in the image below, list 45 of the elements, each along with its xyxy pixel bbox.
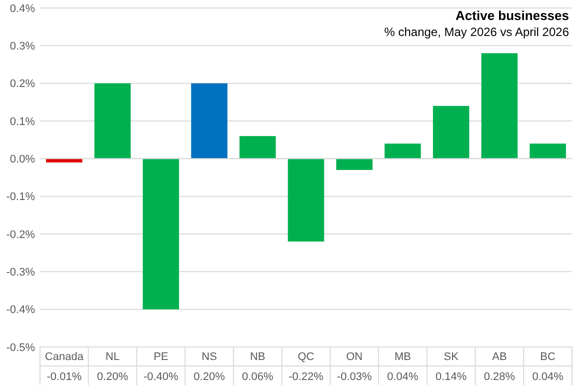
x-tick-label: SK xyxy=(444,351,460,363)
y-tick-label: 0.1% xyxy=(10,116,36,128)
data-label: -0.03% xyxy=(336,371,372,383)
bar xyxy=(384,144,421,159)
y-tick-label: -0.1% xyxy=(6,191,36,204)
y-tick-label: -0.3% xyxy=(6,266,36,279)
bar xyxy=(530,144,566,159)
bar xyxy=(336,158,372,170)
y-tick-label: -0.2% xyxy=(6,228,36,241)
chart-title: Active businesses xyxy=(456,8,569,23)
x-tick-label: NS xyxy=(202,351,217,363)
y-tick-label: 0.3% xyxy=(10,40,36,53)
x-tick-label: AB xyxy=(492,351,507,363)
y-tick-label: 0.4% xyxy=(10,2,36,15)
bar xyxy=(240,136,276,159)
x-tick-label: Canada xyxy=(44,351,84,363)
data-label: 0.20% xyxy=(194,371,226,383)
x-tick-label: ON xyxy=(346,351,363,363)
bar xyxy=(46,158,82,162)
x-tick-label: NL xyxy=(106,351,120,363)
data-label: -0.01% xyxy=(46,371,82,383)
x-tick-label: PE xyxy=(154,351,168,363)
data-label: 0.28% xyxy=(484,371,516,383)
data-label: 0.06% xyxy=(242,371,274,383)
text: % change, May 2026 vs April 2026 xyxy=(384,25,570,39)
bar xyxy=(191,83,228,159)
bar xyxy=(142,158,180,310)
x-tick-label: BC xyxy=(540,351,556,363)
data-label: 0.14% xyxy=(435,371,467,383)
x-tick-label: NB xyxy=(250,351,266,363)
bar xyxy=(94,83,131,159)
data-label: 0.04% xyxy=(387,371,419,383)
y-tick-label: 0.0% xyxy=(10,154,36,166)
data-label: -0.40% xyxy=(143,371,179,383)
data-label: 0.20% xyxy=(96,371,128,383)
x-tick-label: MB xyxy=(394,351,411,363)
bar xyxy=(432,106,470,159)
x-tick-label: QC xyxy=(298,351,314,363)
data-label: -0.22% xyxy=(288,371,324,383)
y-tick-label: -0.5% xyxy=(6,342,36,354)
y-tick-label: 0.2% xyxy=(10,78,36,90)
bar xyxy=(288,158,324,242)
bar xyxy=(481,53,518,159)
data-label: 0.04% xyxy=(532,371,564,383)
y-tick-label: -0.4% xyxy=(6,304,36,316)
